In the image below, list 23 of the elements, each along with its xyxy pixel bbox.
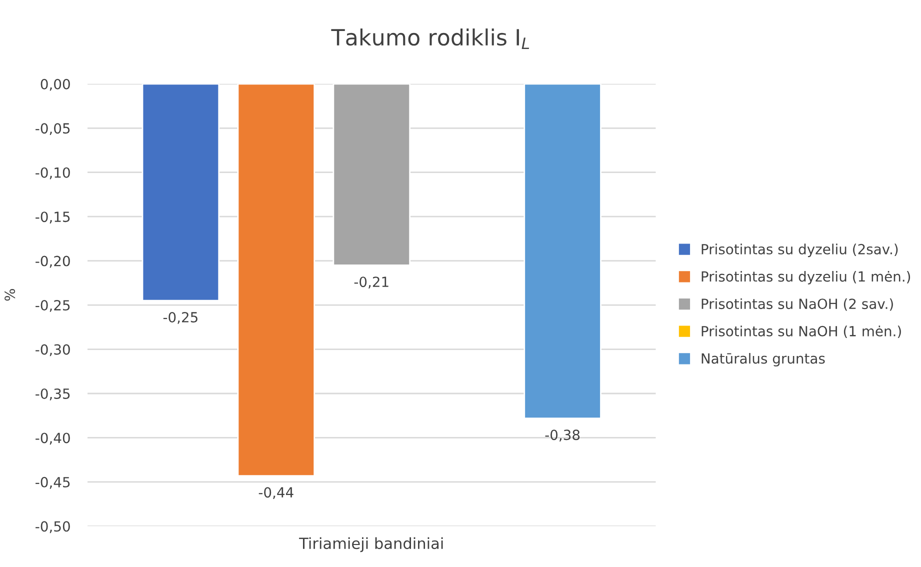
data-label: -0,44 (258, 487, 294, 500)
y-tick-label: -0,30 (36, 344, 70, 356)
y-tick-label: -0,25 (36, 300, 70, 312)
legend-label: Prisotintas su NaOH (2 sav.) (702, 298, 893, 311)
legend-label: Natūralus gruntas (702, 352, 825, 366)
legend-label: Prisotintas su dyzeliu (1 mėn.) (702, 270, 910, 284)
data-label: -0,21 (354, 276, 388, 289)
data-label: -0,25 (163, 312, 198, 324)
y-tick-label: -0,45 (36, 476, 70, 489)
y-tick-label: 0,00 (40, 78, 70, 91)
y-tick-label: -0,50 (36, 521, 70, 534)
data-label: -0,38 (545, 430, 580, 442)
x-tick-label: Tiriamieji bandiniai (299, 537, 443, 552)
y-axis-title: % (4, 289, 16, 301)
y-tick-label: -0,05 (36, 123, 70, 136)
y-tick-label: -0,15 (36, 212, 70, 224)
chart-title: Takumo rodiklis I$_{L}$ (331, 28, 530, 49)
legend-label: Prisotintas su NaOH (1 mėn.) (702, 326, 901, 338)
y-tick-label: -0,40 (36, 432, 70, 445)
y-tick-label: -0,20 (36, 256, 70, 268)
y-tick-label: -0,35 (36, 388, 70, 400)
y-tick-label: -0,10 (36, 167, 70, 180)
legend-label: Prisotintas su dyzeliu (2sav.) (702, 244, 898, 258)
